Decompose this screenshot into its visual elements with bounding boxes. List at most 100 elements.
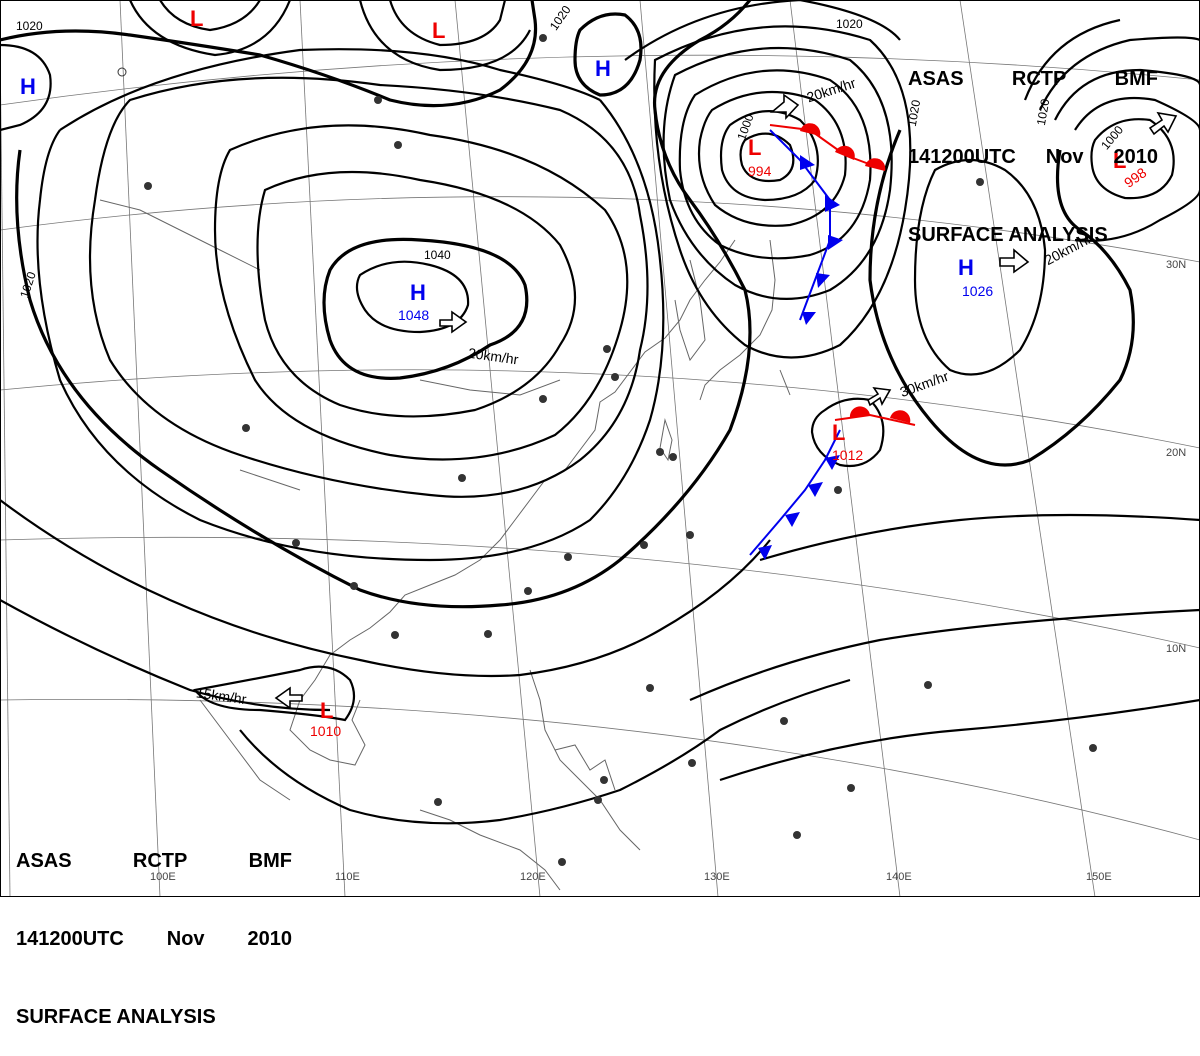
station-dot: [669, 453, 677, 461]
surface-analysis-map: 1020 1020 1020 1000 1020 1040 1020 1000 …: [0, 0, 1200, 897]
low-center-pressure: 1010: [310, 723, 341, 739]
longitude-label: 100E: [150, 871, 176, 883]
latitude-label: 30N: [1166, 259, 1186, 271]
grid-labels: 100E 110E 120E 130E 140E 150E 30N 20N 10…: [150, 259, 1186, 883]
high-center-letter: H: [20, 74, 36, 99]
title-line-issuer: ASAS RCTP BMF: [908, 66, 1158, 92]
longitude-label: 140E: [886, 871, 912, 883]
station-dot: [391, 631, 399, 639]
isobar-1012-south: [239, 678, 851, 825]
low-center-pressure: 994: [748, 163, 772, 179]
station-dot: [458, 474, 466, 482]
station-dot: [350, 582, 358, 590]
isobar-1036: [256, 170, 576, 418]
isobar-topleft-L: [159, 0, 261, 32]
isobar-1000: [697, 90, 847, 227]
cold-barb: [828, 235, 843, 250]
cold-barb: [808, 482, 823, 497]
longitude-label: 110E: [335, 871, 360, 883]
meridian-110e: [299, 0, 346, 897]
isobar-1008: [662, 46, 893, 300]
station-dot: [144, 182, 152, 190]
isobar-1016-ne: [624, 0, 901, 61]
isobar-1012: [653, 25, 912, 359]
isobar-label: 1020: [1034, 97, 1052, 126]
isobar-1016-ne2: [1023, 18, 1121, 101]
station-dot: [594, 796, 602, 804]
low-center-pressure: 1012: [832, 447, 863, 463]
meridian-140e: [789, 0, 901, 897]
coast-malay: [199, 699, 291, 801]
coast-inland-3: [239, 469, 301, 491]
isobar-1008-ne: [1054, 68, 1200, 121]
station-dot: [117, 67, 127, 77]
high-center-letter: H: [595, 56, 611, 81]
title-line-product: SURFACE ANALYSIS: [16, 1004, 292, 1030]
station-dot: [640, 541, 648, 549]
motion-arrow-icon: [867, 386, 892, 407]
station-dot: [834, 486, 842, 494]
cold-barb: [825, 455, 840, 470]
fronts: [749, 123, 916, 560]
isobar-1020-east: [868, 129, 1135, 467]
isobar-1012-ne: [1038, 36, 1200, 111]
cold-front-1012: [749, 429, 841, 556]
isobar-1012-low: [810, 397, 885, 468]
cold-barb: [758, 545, 772, 560]
station-dot: [539, 34, 547, 42]
coast-inland-1: [99, 199, 261, 271]
cold-barb: [785, 512, 800, 527]
title-block-bottom-left: ASAS RCTP BMF 141200UTC Nov 2010 SURFACE…: [16, 796, 292, 1056]
warm-front-north: [769, 124, 886, 171]
meridian-130e: [639, 0, 719, 897]
station-dot: [688, 759, 696, 767]
time-label: 141200UTC: [16, 928, 124, 950]
product-label: SURFACE ANALYSIS: [16, 1006, 216, 1028]
isobar-1020-hc: [573, 12, 643, 97]
station-dot: [603, 345, 611, 353]
agency-label: ASAS: [16, 850, 72, 872]
isobar-label: 1020: [16, 19, 43, 33]
isobar-1012-east: [689, 608, 1200, 702]
isobar-label: 1020: [905, 98, 923, 127]
motion-arrows: [274, 93, 1178, 710]
high-center-pressure: 1048: [398, 307, 429, 323]
isobar-1020-top: [0, 0, 538, 108]
meridian-90e: [0, 39, 11, 897]
isobar-label: 1040: [424, 248, 451, 262]
station-plots: [117, 34, 1097, 866]
motion-speed-label: 15km/hr: [195, 684, 248, 707]
cold-barb: [816, 273, 830, 288]
parallel-10n: [0, 536, 1200, 649]
station-dot: [1089, 744, 1097, 752]
warm-bump: [835, 145, 855, 160]
station-dot: [780, 717, 788, 725]
station-dot: [793, 831, 801, 839]
isobar-1028: [88, 76, 649, 498]
isobar-left-small: [0, 43, 52, 132]
station-dot: [976, 178, 984, 186]
title-block-top-right: ASAS RCTP BMF 141200UTC Nov 2010 SURFACE…: [908, 14, 1158, 274]
longitude-label: 150E: [1086, 871, 1112, 883]
meridian-100e: [119, 0, 161, 897]
coast-borneo: [419, 809, 561, 891]
station-dot: [564, 553, 572, 561]
low-center-letter: L: [432, 18, 445, 43]
isobar-1016-ne3: [1074, 189, 1200, 242]
station-dot: [484, 630, 492, 638]
agency-label: ASAS: [908, 68, 964, 90]
high-center-letter: H: [958, 255, 974, 280]
station-label: RCTP: [132, 850, 188, 872]
title-line-product: SURFACE ANALYSIS: [908, 222, 1158, 248]
isobar-1032: [213, 124, 629, 461]
station-dot: [646, 684, 654, 692]
pressure-systems: H H H 1048 H 1026 L L L 994 L 998 L 1012…: [20, 6, 1150, 739]
isobar-994-inner: [739, 132, 795, 183]
station-dot: [558, 858, 566, 866]
station-dot: [292, 539, 300, 547]
time-label: 141200UTC: [908, 146, 1016, 168]
longitude-label: 130E: [704, 871, 730, 883]
parallel-30n: [0, 196, 1200, 263]
longitude-label: 120E: [520, 871, 546, 883]
station-dot: [686, 531, 694, 539]
